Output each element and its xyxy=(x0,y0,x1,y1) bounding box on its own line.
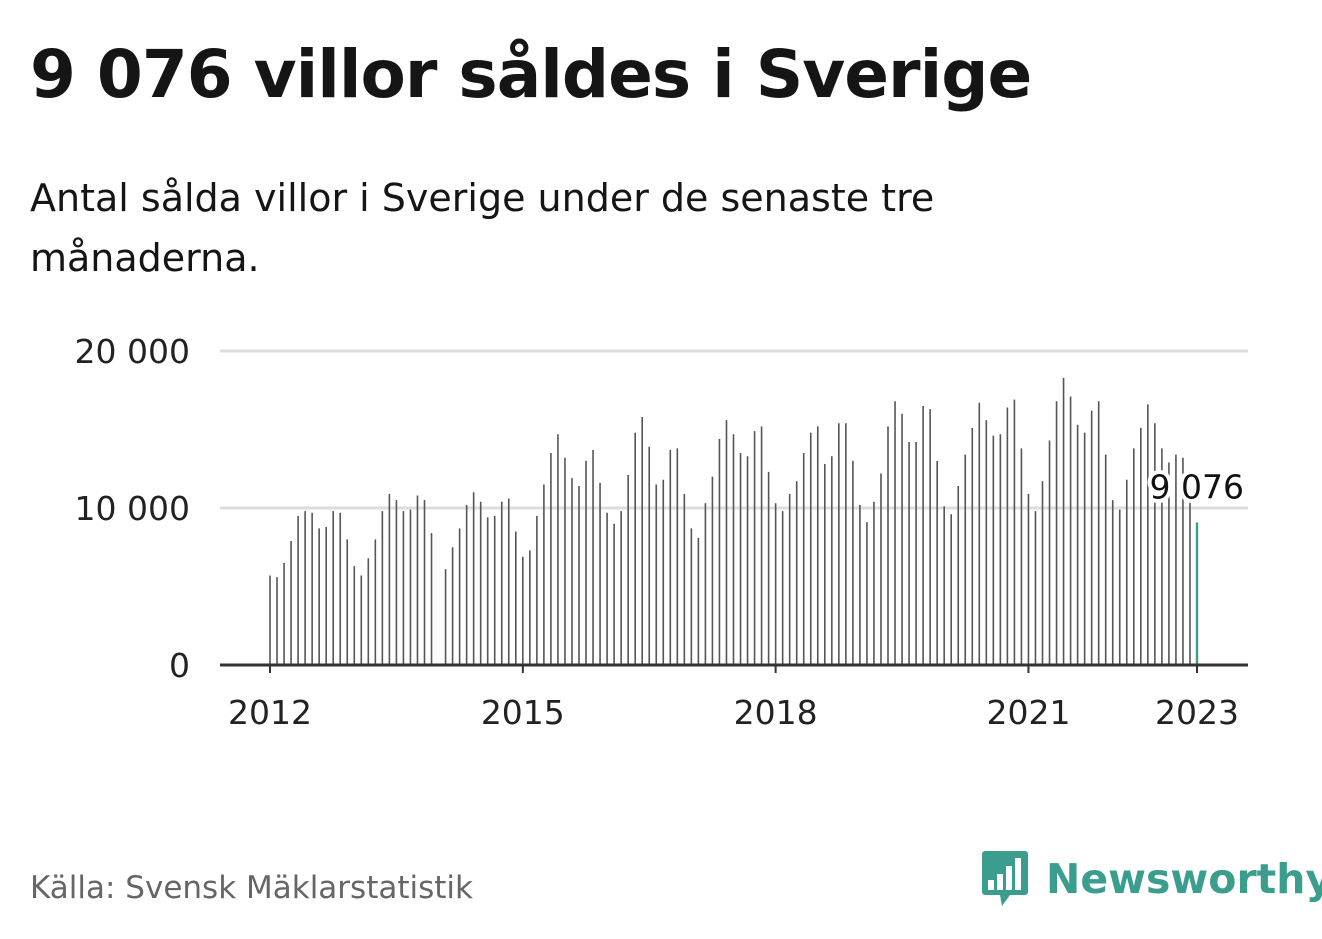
axes: 0 10 000 20 000 2012 2015 2018 2021 2023 xyxy=(75,332,1248,732)
brand-name: Newsworthy xyxy=(1046,855,1322,903)
source-note: Källa: Svensk Mäklarstatistik xyxy=(30,870,473,906)
last-value-label: 9 076 xyxy=(1150,468,1244,507)
value-labels: 9 076 xyxy=(1146,464,1248,511)
y-tick-label: 0 xyxy=(169,646,190,685)
x-tick-label: 2012 xyxy=(228,693,312,732)
bars xyxy=(269,377,1199,665)
chart-subtitle: Antal sålda villor i Sverige under de se… xyxy=(30,176,935,280)
bar-chart-logo-icon xyxy=(982,851,1028,906)
x-tick-label: 2015 xyxy=(481,693,565,732)
bar-chart: 0 10 000 20 000 2012 2015 2018 2021 2023 9 076 xyxy=(75,332,1248,732)
chart-title: 9 076 villor såldes i Sverige xyxy=(30,36,1032,113)
x-tick-label: 2018 xyxy=(734,693,818,732)
x-tick-label: 2021 xyxy=(986,693,1070,732)
newsworthy-logo: Newsworthy xyxy=(980,848,1322,910)
y-tick-label: 10 000 xyxy=(75,489,190,528)
x-tick-label: 2023 xyxy=(1155,693,1239,732)
y-tick-label: 20 000 xyxy=(75,332,190,371)
